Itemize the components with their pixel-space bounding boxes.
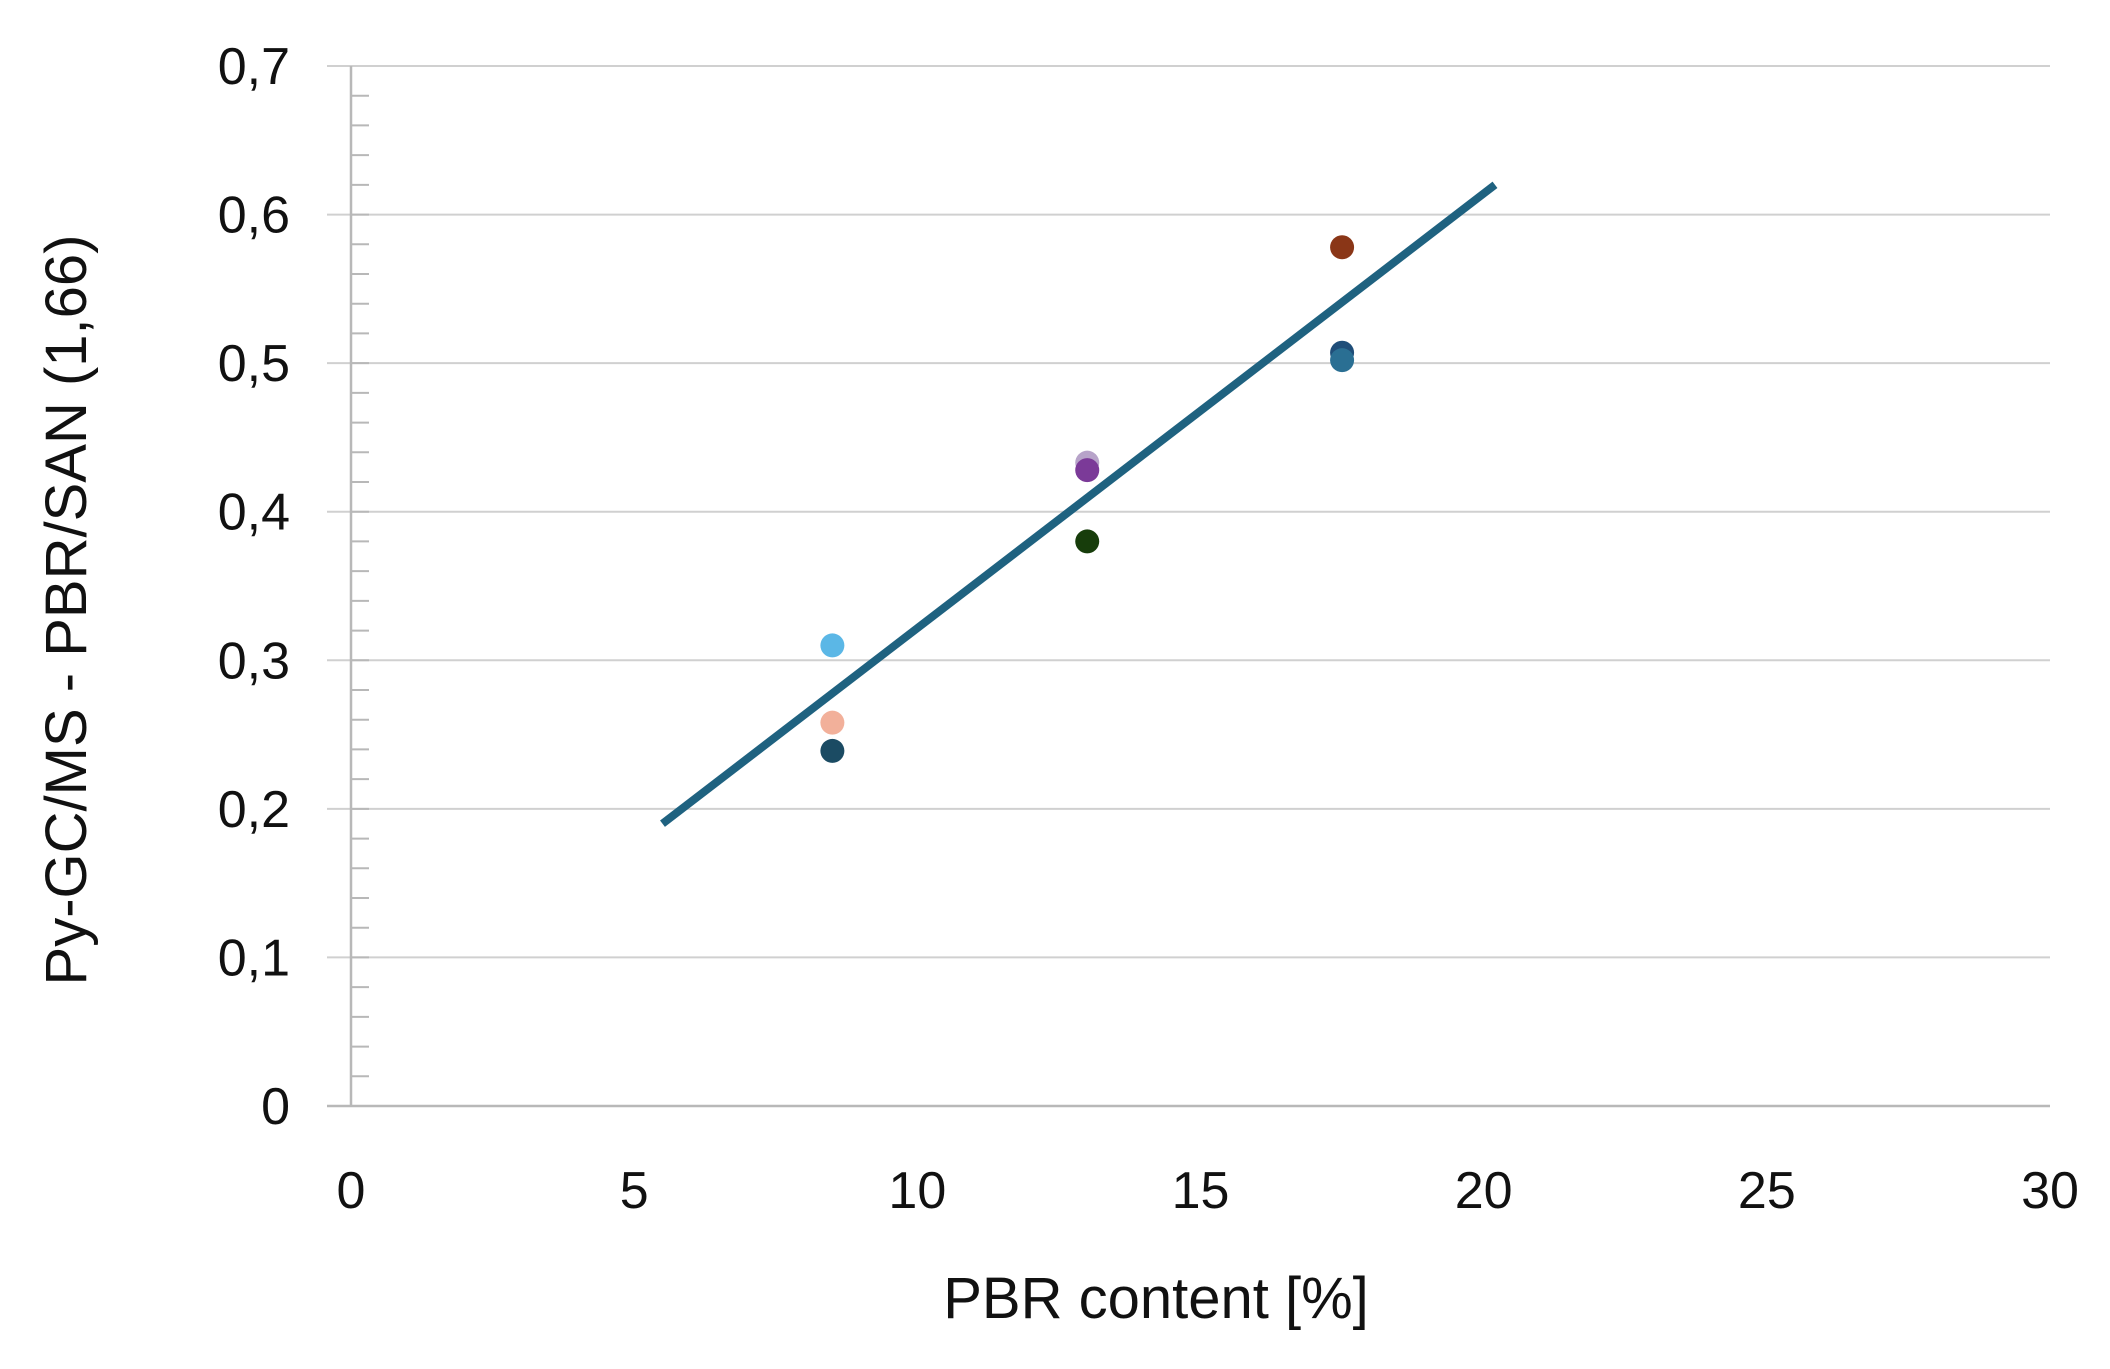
- x-tick-label: 30: [2021, 1162, 2079, 1220]
- grid-layer: [327, 65, 2050, 959]
- data-point: [1075, 458, 1100, 483]
- data-point: [820, 633, 845, 658]
- data-point: [1330, 235, 1355, 260]
- x-tick-label: 10: [888, 1162, 946, 1220]
- y-tick-label: 0,7: [218, 38, 290, 96]
- data-point: [1075, 529, 1100, 554]
- y-tick-label: 0: [261, 1078, 290, 1136]
- trendline-layer: [660, 181, 1498, 827]
- points-layer: [820, 235, 1355, 763]
- x-tick-label: 20: [1455, 1162, 1513, 1220]
- data-point: [1330, 348, 1355, 373]
- x-tick-label: 15: [1172, 1162, 1230, 1220]
- x-tick-label: 5: [620, 1162, 649, 1220]
- tick-labels-layer: 0 0,1 0,2 0,3 0,4 0,5 0,6 0,7 0 5 10 15 20 25 30: [218, 38, 2079, 1220]
- y-tick-label: 0,4: [218, 484, 290, 542]
- axis-layer: [327, 66, 2050, 1108]
- x-tick-label: 0: [337, 1162, 366, 1220]
- y-axis-title: Py-GC/MS - PBR/SAN (1,66): [34, 235, 99, 986]
- data-point: [820, 710, 845, 735]
- y-tick-label: 0,5: [218, 335, 290, 393]
- y-tick-label: 0,6: [218, 187, 290, 245]
- x-axis-title: PBR content [%]: [943, 1266, 1369, 1331]
- x-tick-label: 25: [1738, 1162, 1796, 1220]
- data-point: [820, 738, 845, 763]
- y-tick-label: 0,3: [218, 632, 290, 690]
- trendline: [660, 181, 1498, 827]
- y-tick-label: 0,2: [218, 781, 290, 839]
- y-tick-label: 0,1: [218, 929, 290, 987]
